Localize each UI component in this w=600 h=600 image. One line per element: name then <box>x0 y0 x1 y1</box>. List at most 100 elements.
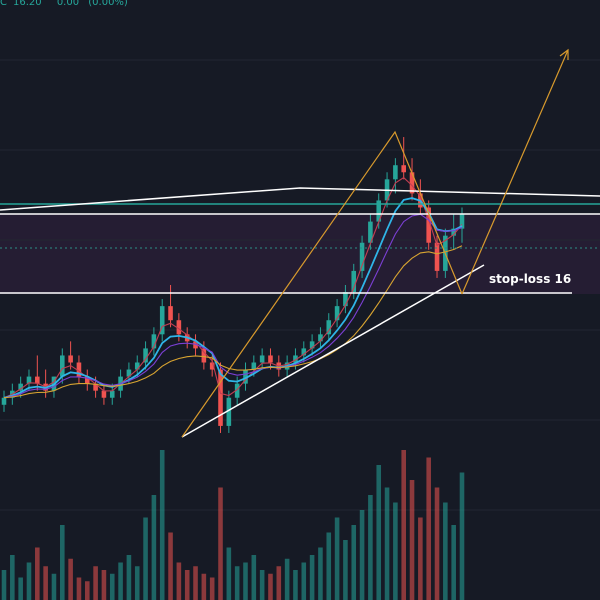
volume-bar <box>259 570 265 600</box>
triangle-projection[interactable] <box>181 130 463 438</box>
candle-body <box>76 362 82 377</box>
candle-body <box>176 320 182 335</box>
volume-bar <box>409 480 415 600</box>
volume-bar <box>126 555 132 600</box>
candle-body <box>26 376 32 384</box>
volume-bar <box>226 547 232 600</box>
candle-body <box>293 355 298 363</box>
candle-body <box>243 369 248 384</box>
volume-bar <box>393 502 398 600</box>
candle-body <box>434 242 440 271</box>
ohlc-readout: C 16.20 0.00 (0.00%) <box>0 0 134 8</box>
drawings[interactable] <box>0 48 600 438</box>
stop-loss-zone <box>0 214 600 294</box>
arrow-projection[interactable] <box>461 49 569 295</box>
grid <box>0 59 600 511</box>
candle-body <box>93 383 98 391</box>
volume-bar <box>76 577 82 600</box>
volume-bar <box>318 547 323 600</box>
candle-body <box>126 369 132 377</box>
candle-body <box>251 362 257 370</box>
candle-body <box>84 376 90 384</box>
volume-bar <box>109 573 115 600</box>
volume-bar <box>43 566 48 600</box>
candle-body <box>343 292 348 307</box>
volume-bar <box>443 502 448 600</box>
candle-body <box>426 207 431 243</box>
volume-bar <box>193 566 198 600</box>
candle-body <box>376 200 382 222</box>
volume-bar <box>284 558 290 600</box>
trendline-upper[interactable] <box>0 187 600 211</box>
volume-bar <box>243 562 248 600</box>
volume-bar <box>93 566 98 600</box>
volume-bar <box>143 517 148 600</box>
candle-body <box>151 334 157 349</box>
candle-body <box>409 172 415 194</box>
candle-body <box>35 376 40 384</box>
volume-bar <box>384 487 390 600</box>
volume-bar <box>51 573 57 600</box>
volume-bar <box>401 450 406 600</box>
volume-bar <box>159 450 165 600</box>
volume-bar <box>426 457 431 600</box>
volume-bar <box>251 555 257 600</box>
candle-body <box>193 341 198 349</box>
volume-bar <box>184 570 190 600</box>
volume-bar <box>10 555 15 600</box>
volume-bar <box>343 540 348 600</box>
candle-body <box>68 355 73 363</box>
volume-bar <box>234 566 240 600</box>
volume-bar <box>309 555 315 600</box>
volume-bar <box>451 525 456 600</box>
volume-bar <box>168 532 173 600</box>
volume-bar <box>118 562 123 600</box>
candle-body <box>368 221 373 243</box>
candle-body <box>459 214 465 229</box>
volume-bar <box>1 570 7 600</box>
volume-bar <box>35 547 40 600</box>
trendline-support[interactable] <box>181 264 485 438</box>
ema-line <box>3 245 463 399</box>
candle-body <box>326 320 332 335</box>
candle-body <box>259 355 265 363</box>
volume-bar <box>68 558 73 600</box>
volume-bar <box>293 570 298 600</box>
candle-body <box>60 355 65 377</box>
candle-body <box>209 362 215 370</box>
change-value: 0.00 <box>56 0 80 8</box>
volume-bar <box>209 577 215 600</box>
candle-body <box>234 383 240 398</box>
candle-body <box>393 165 398 180</box>
candle-body <box>134 362 140 370</box>
volume-bar <box>268 573 273 600</box>
volume-bar <box>326 532 332 600</box>
volume-bar <box>376 465 382 600</box>
volume-bar <box>134 566 140 600</box>
volume-bar <box>176 562 182 600</box>
candle-body <box>351 270 357 293</box>
candle-body <box>218 369 223 426</box>
volume-bar <box>434 487 440 600</box>
candle-body <box>143 348 148 363</box>
volume-bar <box>334 517 340 600</box>
volume-bar <box>218 487 223 600</box>
volume-bar <box>351 525 357 600</box>
ema-line <box>3 213 463 399</box>
candle-body <box>268 355 273 363</box>
volume-bar <box>26 562 32 600</box>
volume-bars <box>1 450 465 600</box>
candle-body <box>309 341 315 349</box>
ema-line <box>3 197 463 399</box>
candle-body <box>18 383 23 391</box>
candle-body <box>101 390 107 398</box>
candle-body <box>226 397 232 426</box>
candle-body <box>1 397 7 405</box>
volume-bar <box>359 510 365 600</box>
candle-body <box>318 334 323 342</box>
candle-body <box>201 348 207 363</box>
stop-loss-label[interactable]: stop-loss 16 <box>489 272 572 286</box>
